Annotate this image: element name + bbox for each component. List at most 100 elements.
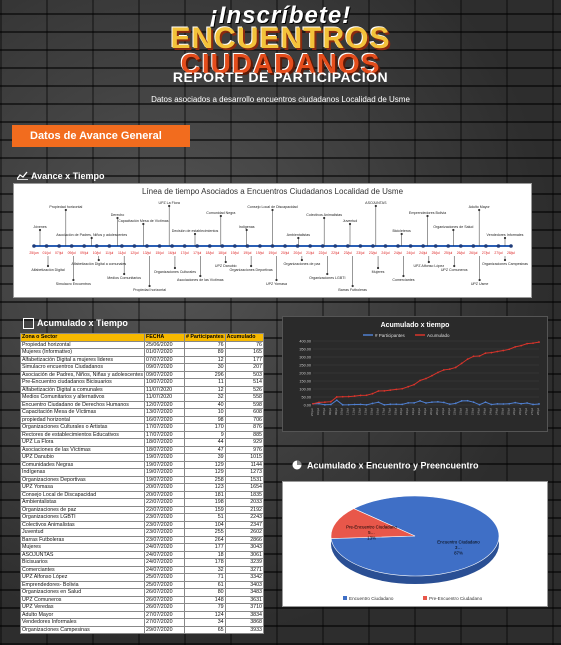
data-point — [502, 403, 505, 405]
timeline-stem-dot — [219, 214, 222, 218]
cell-acumulado: 1015 — [224, 453, 265, 462]
table-row: Medios Comunitarios y alternativos 11/07/… — [19, 393, 265, 402]
cell-zona: Barras Futboleras — [19, 535, 146, 544]
cell-zona: Mujeres (Informativo) — [19, 348, 146, 357]
cell-acumulado: 177 — [224, 355, 265, 364]
cell-participantes: 98 — [183, 415, 226, 424]
cell-fecha: 20/07/2020 — [144, 483, 185, 492]
pie-data-label: Pre-Encuentro Ciudadano — [346, 525, 397, 530]
data-point — [353, 403, 356, 406]
cell-zona: UPZ Comuneros — [19, 595, 146, 604]
y-tick-label: 0.00 — [304, 404, 311, 408]
cell-participantes: 124 — [183, 610, 226, 619]
timeline-stem-dot — [250, 264, 253, 268]
cell-acumulado: 1144 — [224, 460, 265, 469]
cell-zona: Comunidades Negras — [19, 460, 146, 469]
timeline-event-label: Mujeres — [372, 270, 385, 274]
x-tick-label: 17/jul — [381, 408, 385, 416]
section-general-tab[interactable]: Datos de Avance General — [12, 125, 190, 147]
timeline-event-label: Asociación de Padres, Niños y adolescent… — [56, 233, 127, 237]
cell-acumulado: 1273 — [224, 468, 265, 477]
cell-participantes: 32 — [183, 393, 226, 402]
timeline-stem-dot — [376, 266, 380, 270]
timeline-event-label: Emprendedores Bolivia — [409, 211, 446, 215]
x-tick-label: 19/jul — [423, 408, 427, 416]
cell-fecha: 23/07/2020 — [144, 513, 185, 522]
timeline-dot — [120, 244, 124, 248]
cell-zona: Rectores de establecimientos Educativos — [19, 430, 146, 439]
timeline-stem-dot — [271, 208, 274, 212]
x-tick-label: 09/jul — [334, 408, 338, 416]
timeline-dot — [145, 244, 149, 248]
timeline-event-label: UPZ Yomasa — [266, 282, 287, 286]
x-tick-label: 19/jul — [405, 408, 409, 416]
timeline-stem-dot — [148, 284, 151, 288]
timeline-date-label: 22/jul — [319, 251, 327, 255]
cell-zona: Consejo Local de Discapacidad — [19, 490, 146, 499]
cell-zona: Pre-Encuentro ciudadanos Bicisuarios — [19, 378, 146, 387]
data-point — [371, 402, 374, 405]
accumulated-table: Zona o Sector FECHA # Participantes Acum… — [19, 333, 265, 634]
table-row: Organizaciones Campesinas 29/07/2020 65 393… — [19, 625, 265, 634]
timeline-date-label: 23/jul — [369, 251, 377, 255]
cell-participantes: 40 — [183, 400, 226, 409]
cell-acumulado: 3710 — [224, 603, 265, 612]
timeline-event-label: Organizaciones LGBTI — [309, 276, 345, 280]
pie-chart-panel: Encuentro Ciudadano 3… 87% Pre-Encuentro Ci… — [282, 481, 548, 607]
cell-participantes: 129 — [183, 468, 226, 477]
timeline-event-label: Organizaciones de Salud — [433, 225, 473, 229]
table-header: Acumulado x Tiempo — [23, 318, 128, 330]
cell-zona: Ambientalistas — [19, 498, 146, 507]
cell-fecha: 24/07/2020 — [144, 565, 185, 574]
data-point — [460, 400, 463, 402]
data-point — [419, 399, 421, 402]
timeline-stem-dot — [478, 208, 481, 212]
y-tick-label: 250.00 — [299, 364, 311, 368]
timeline-event-label: Propiedad horizontal — [133, 288, 166, 292]
table-row: Emprendedores- Bolivia 25/07/2020 61 3403 — [19, 580, 265, 589]
cell-fecha: 23/07/2020 — [144, 520, 185, 529]
cell-zona: propiedad horizontal — [19, 415, 146, 424]
table-row: Organizaciones Culturales o Artistas 17/0… — [19, 423, 265, 432]
table-row: Pre-Encuentro ciudadanos Bicisuarios 10/0… — [19, 378, 265, 387]
timeline-event-label: Organizaciones Deportivas — [230, 268, 273, 272]
timeline-event-label: Organizaciones Culturales — [154, 270, 196, 274]
x-tick-label: 12/jul — [358, 408, 362, 416]
x-tick-label: 09/jul — [328, 408, 332, 416]
cell-acumulado: 3933 — [224, 625, 265, 634]
timeline-stem-dot — [116, 216, 119, 220]
cell-fecha: 11/07/2020 — [144, 393, 185, 402]
cell-participantes: 51 — [183, 513, 226, 522]
cell-fecha: 26/07/2020 — [144, 588, 185, 597]
timeline-stem-dot — [46, 264, 50, 268]
table-row: Organizaciones en Salud 26/07/2020 80 3483 — [19, 588, 265, 597]
data-point — [532, 342, 534, 345]
cell-participantes: 159 — [183, 505, 226, 514]
data-point — [359, 394, 362, 397]
x-tick-label: 20/jul — [429, 408, 433, 416]
data-point — [514, 346, 517, 348]
timeline-stem-dot — [427, 260, 430, 264]
data-point — [442, 401, 445, 404]
cell-participantes: 61 — [183, 580, 226, 589]
timeline-dot — [57, 244, 61, 248]
cell-acumulado: 2192 — [224, 505, 265, 514]
cell-fecha: 11/07/2020 — [144, 385, 185, 394]
timeline-event-label: Juventud — [343, 219, 358, 223]
cell-acumulado: 3239 — [224, 558, 265, 567]
timeline-date-label: 18/jul — [218, 251, 226, 255]
timeline-dot — [107, 244, 112, 248]
cell-participantes: 79 — [183, 603, 226, 612]
x-tick-label: 27/jul — [524, 408, 528, 416]
x-tick-label: 25/jun — [310, 408, 314, 417]
cell-zona: Medios Comunitarios y alternativos — [19, 393, 146, 402]
y-tick-label: 150.00 — [299, 380, 311, 384]
timeline-stem-dot — [193, 232, 197, 236]
x-tick-label: 23/jul — [459, 408, 463, 416]
cell-zona: Simulacro encuentros Ciudadanos — [19, 363, 146, 372]
cell-fecha: 27/07/2020 — [144, 610, 185, 619]
y-tick-label: 400.00 — [299, 340, 311, 344]
cell-participantes: 178 — [183, 558, 226, 567]
pie-data-label: 5… — [368, 530, 375, 535]
cell-participantes: 11 — [183, 378, 226, 387]
